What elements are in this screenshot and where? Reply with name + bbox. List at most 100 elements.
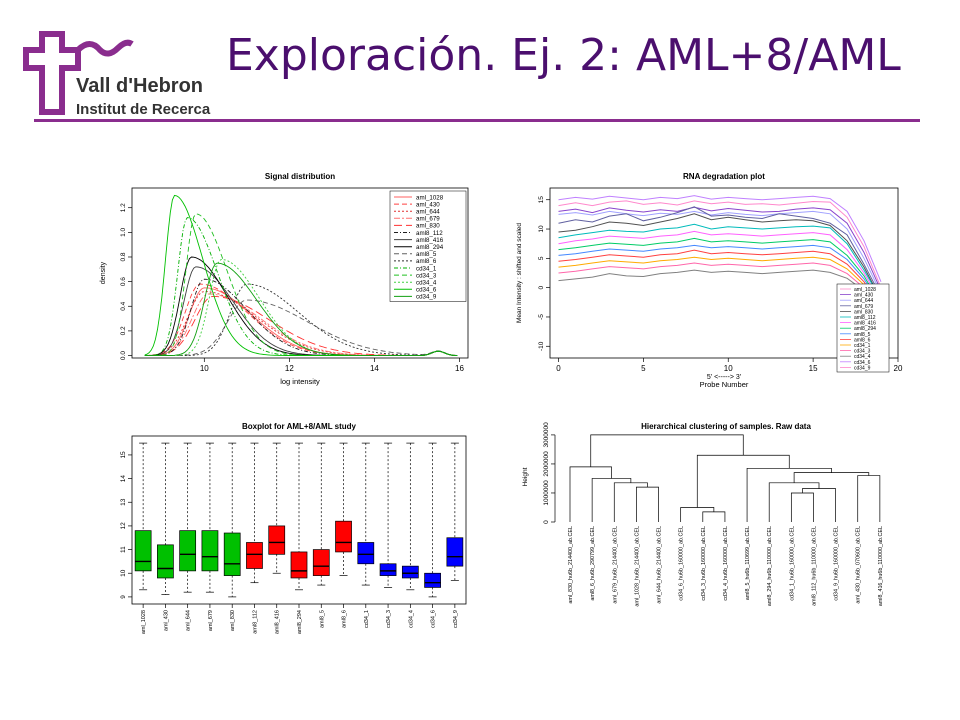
x-tick-label: aml_430: [163, 610, 169, 631]
x-tick-label: 15: [809, 364, 818, 373]
dendrogram-branch: [746, 467, 832, 522]
x-tick-label: aml8_294: [297, 610, 303, 634]
y-tick-label: 3000000: [543, 422, 550, 448]
density-line-aml8_6: [144, 283, 458, 356]
legend-label: aml8_6: [854, 337, 871, 343]
box-aml8_112: [246, 542, 263, 569]
leaf-label: aml_830_hu6b_214400_ab.CEL: [568, 526, 574, 604]
y-axis-label: Height: [522, 467, 529, 486]
y-tick-label: 12: [120, 522, 127, 530]
leaf-label: cd34_1_hu6b_160000_ab.CEL: [789, 526, 795, 601]
degradation-line-0: [558, 200, 882, 288]
box-aml_430: [157, 544, 174, 579]
dendrogram-branch: [591, 478, 632, 522]
dendrogram-branch: [802, 488, 836, 522]
legend-label: aml_430: [416, 201, 440, 208]
x-tick-label: aml_644: [186, 610, 192, 631]
x-tick-label: 16: [455, 364, 464, 373]
box-aml8_416: [268, 525, 286, 555]
y-tick-label: 10: [538, 225, 545, 233]
x-axis-label: log intensity: [280, 377, 320, 386]
dendrogram-branch: [636, 486, 659, 522]
box-cd34_1: [357, 542, 375, 565]
density-line-cd34_9: [144, 262, 458, 356]
dendrogram-branch: [613, 482, 648, 522]
degradation-line-3: [558, 206, 882, 297]
clustering-dendrogram: Hierarchical clustering of samples. Raw …: [522, 422, 884, 607]
x-tick-label: 12: [285, 364, 294, 373]
y-tick-label: 15: [538, 196, 545, 204]
legend-label: aml8_416: [854, 321, 876, 327]
legend-label: aml_679: [854, 304, 873, 310]
box-aml8_294: [290, 551, 308, 579]
y-tick-label: 15: [120, 451, 127, 459]
x-tick-label: cd34_1: [364, 610, 370, 628]
legend-label: cd34_6: [854, 360, 871, 366]
degradation-line-6: [558, 230, 882, 303]
chart-title: Hierarchical clustering of samples. Raw …: [641, 422, 811, 431]
leaf-label: cd34_4_hu6b_160000_ab.CEL: [723, 526, 729, 601]
box-aml8_6: [335, 520, 352, 553]
x-tick-label: 10: [724, 364, 733, 373]
x-tick-label: cd34_6: [431, 610, 437, 628]
signal-distribution-chart: Signal distribution 10 12 14 16 0.0 0.2 0.4 0.6 0…: [100, 172, 469, 386]
legend-label: aml8_416: [416, 237, 444, 244]
legend-label: aml8_294: [854, 326, 876, 332]
dendrogram-branch: [793, 472, 870, 483]
box-aml_830: [223, 532, 241, 576]
dendrogram-branch: [696, 454, 790, 508]
leaf-label: aml_1028_hu6b_214400_ab.CEL: [634, 526, 640, 607]
y-tick-label: 10: [120, 569, 127, 577]
legend-label: cd34_3: [416, 272, 437, 279]
x-tick-label: aml8_6: [342, 610, 348, 628]
x-tick-label: aml8_112: [252, 610, 258, 634]
legend-label: aml8_112: [854, 315, 876, 321]
logo-line2: Institut de Recerca: [76, 101, 211, 118]
legend-label: cd34_9: [416, 294, 437, 301]
box-aml_1028: [134, 530, 152, 572]
box-aml_644: [179, 530, 197, 572]
box-cd34_9: [446, 537, 464, 567]
x-tick-label: aml8_416: [275, 610, 281, 634]
leaf-label: aml8_5_hu6b_110699_ab.CEL: [745, 526, 751, 600]
degradation-line-7: [558, 237, 882, 306]
degradation-line-8: [558, 244, 882, 306]
y-tick-label: 0.0: [120, 351, 127, 360]
leaf-label: aml_430_hu6b_070600_ab.CEL: [856, 526, 862, 604]
y-tick-label: -5: [538, 314, 545, 320]
legend-label: aml8_294: [416, 244, 444, 251]
legend-label: aml_830: [854, 309, 873, 315]
y-tick-label: 0: [538, 285, 545, 289]
x-tick-label: aml_830: [230, 610, 236, 631]
vhir-cross-icon: [23, 31, 134, 115]
y-axis-label: Mean Intensity : shifted and scaled: [516, 223, 523, 323]
dendrogram-branch: [590, 434, 744, 467]
density-line-aml8_5: [144, 299, 458, 356]
leaf-label: aml8_416_hu6b_110000_ab.CEL: [878, 526, 884, 606]
y-tick-label: 9: [120, 595, 127, 599]
y-tick-label: 0.6: [120, 277, 127, 286]
y-tick-label: 13: [120, 498, 127, 506]
legend-label: aml_679: [416, 216, 440, 223]
leaf-label: aml8_112_hu6b_110000_ab.CEL: [811, 526, 817, 606]
x-tick-label: aml8_5: [319, 610, 325, 628]
degradation-line-10: [558, 256, 882, 309]
legend-label: cd34_9: [854, 365, 871, 371]
x-tick-label: cd34_3: [386, 610, 392, 628]
legend-label: aml_1028: [416, 194, 444, 201]
legend-label: cd34_4: [854, 354, 871, 360]
y-axis-label: density: [100, 261, 107, 284]
y-tick-label: 11: [120, 546, 127, 553]
legend-label: aml_430: [854, 293, 873, 299]
chart-title: Signal distribution: [265, 172, 335, 181]
degradation-line-13: [558, 195, 882, 282]
title-divider: [34, 119, 920, 122]
dendrogram-branch: [702, 511, 726, 522]
chart-title: Boxplot for AML+8/AML study: [242, 422, 357, 431]
degradation-line-9: [558, 249, 882, 309]
y-tick-label: 1000000: [543, 480, 550, 506]
y-tick-label: 1.0: [120, 227, 127, 236]
legend-label: cd34_4: [416, 280, 437, 287]
x-tick-label: aml_1028: [141, 610, 147, 634]
box-cd34_4: [401, 565, 419, 579]
